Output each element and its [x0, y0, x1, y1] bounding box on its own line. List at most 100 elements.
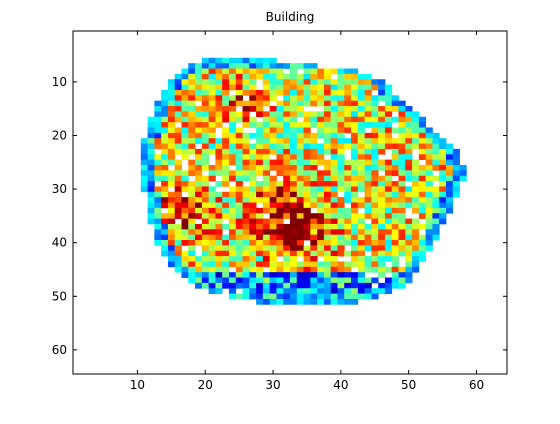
heatmap-cell [167, 191, 176, 198]
heatmap-cell [303, 111, 311, 118]
heatmap-cell [181, 207, 189, 214]
heatmap-cell [337, 132, 345, 139]
heatmap-cell [215, 223, 223, 230]
heatmap-cell [276, 282, 284, 289]
heatmap-cell [242, 164, 250, 171]
heatmap-cell [174, 170, 182, 177]
heatmap-cell [262, 89, 271, 96]
heatmap-cell [201, 68, 210, 75]
heatmap-cell [167, 154, 176, 161]
heatmap-cell [195, 116, 203, 123]
heatmap-cell [188, 202, 196, 209]
heatmap-cell [249, 288, 257, 295]
heatmap-cell [371, 159, 379, 166]
heatmap-cell [208, 106, 216, 112]
heatmap-cell [398, 175, 406, 182]
heatmap-cell [310, 229, 318, 236]
heatmap-cell [351, 73, 359, 80]
heatmap-cell [242, 282, 250, 289]
x-axis: 10 20 30 40 50 60 [130, 31, 484, 392]
heatmap-cell [262, 57, 271, 64]
heatmap-cell [215, 272, 223, 278]
heatmap-cell [167, 89, 176, 96]
heatmap-cell [303, 223, 311, 230]
heatmap-cell [276, 266, 284, 273]
heatmap-cell [283, 148, 291, 155]
heatmap-cell [310, 154, 318, 161]
heatmap-cell [222, 154, 230, 161]
heatmap-cell [412, 229, 420, 236]
heatmap-cell [330, 79, 338, 85]
heatmap-cell [262, 122, 271, 128]
heatmap-cell [364, 95, 372, 102]
heatmap-cell [344, 164, 352, 171]
heatmap-cell [357, 197, 365, 203]
heatmap-cell [228, 100, 237, 107]
heatmap-cell [310, 95, 318, 102]
heatmap-cell [344, 122, 352, 128]
heatmap-cell [296, 181, 304, 187]
heatmap-cell [228, 272, 237, 278]
heatmap-cell [357, 223, 365, 230]
heatmap-cell [147, 159, 155, 166]
heatmap-cell [351, 256, 359, 262]
heatmap-cell [290, 266, 298, 273]
heatmap-cell [235, 261, 243, 268]
heatmap-cell [249, 159, 257, 166]
heatmap-cell [262, 282, 271, 289]
heatmap-cell [242, 57, 250, 64]
heatmap-cell [418, 138, 427, 144]
heatmap-cell [215, 89, 223, 96]
heatmap-cell [317, 159, 325, 166]
heatmap-cell [249, 186, 257, 193]
heatmap-cell [201, 202, 210, 209]
heatmap-cell [330, 234, 338, 241]
heatmap-cell [208, 170, 216, 177]
heatmap-cell [208, 175, 216, 182]
heatmap-cell [256, 122, 264, 128]
heatmap-cell [269, 132, 277, 139]
heatmap-cell [317, 132, 325, 139]
heatmap-cell [269, 202, 277, 209]
heatmap-cell [391, 282, 399, 289]
heatmap-cell [371, 277, 379, 284]
heatmap-cell [310, 191, 318, 198]
heatmap-cell [330, 288, 338, 295]
heatmap-cell [283, 143, 291, 150]
heatmap-cell [405, 164, 413, 171]
heatmap-cell [391, 250, 399, 257]
heatmap-cell [174, 245, 182, 252]
heatmap-cell [147, 143, 155, 150]
heatmap-cell [418, 202, 427, 209]
heatmap-cell [439, 159, 447, 166]
heatmap-cell [269, 277, 277, 284]
heatmap-cell [384, 282, 393, 289]
heatmap-cell [398, 132, 406, 139]
heatmap-cell [303, 277, 311, 284]
heatmap-cell [371, 234, 379, 241]
heatmap-cell [269, 218, 277, 225]
heatmap-cell [351, 229, 359, 236]
heatmap-cell [432, 218, 440, 225]
heatmap-cell [418, 213, 427, 219]
heatmap-cell [283, 282, 291, 289]
heatmap-cell [195, 106, 203, 112]
heatmap-cell [256, 95, 264, 102]
heatmap-cell [201, 282, 210, 289]
heatmap-cell [439, 197, 447, 203]
heatmap-cell [371, 181, 379, 187]
heatmap-cell [371, 266, 379, 273]
heatmap-cell [344, 181, 352, 187]
heatmap-cell [242, 250, 250, 257]
heatmap-cell [351, 111, 359, 118]
heatmap-cell [303, 197, 311, 203]
heatmap-cell [235, 148, 243, 155]
heatmap-cell [188, 277, 196, 284]
heatmap-cell [276, 164, 284, 171]
heatmap-cell [201, 138, 210, 144]
heatmap-cell [167, 202, 176, 209]
heatmap-cell [310, 272, 318, 278]
heatmap-cell [391, 277, 399, 284]
heatmap-cell [276, 288, 284, 295]
heatmap-cell [228, 57, 237, 64]
